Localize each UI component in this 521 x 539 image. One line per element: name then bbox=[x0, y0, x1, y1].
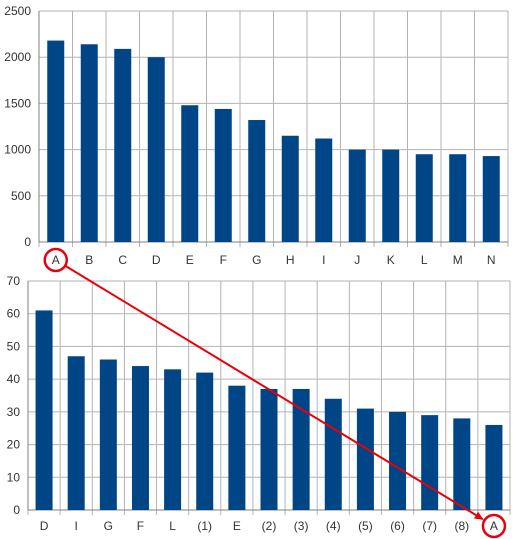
x-tick-label: D bbox=[40, 519, 49, 533]
y-tick-label: 2000 bbox=[4, 50, 31, 64]
x-tick-label: M bbox=[453, 253, 463, 267]
y-tick-label: 0 bbox=[24, 235, 31, 249]
bar-1 bbox=[196, 372, 214, 510]
highlight-circle-bottom bbox=[481, 513, 507, 539]
bar-L bbox=[164, 369, 182, 510]
bar-I bbox=[315, 138, 333, 242]
bar-3 bbox=[292, 388, 310, 510]
y-tick-label: 40 bbox=[7, 372, 21, 386]
bar-2 bbox=[260, 388, 278, 510]
x-tick-label: E bbox=[233, 519, 241, 533]
bar-L bbox=[415, 154, 433, 242]
x-tick-label: K bbox=[387, 253, 395, 267]
bar-D bbox=[35, 310, 53, 510]
bottom-bar-chart: 0 10 20 30 40 50 60 70 D I G F L (1) E (2) (3) (4) (5) (6) (… bbox=[7, 274, 511, 533]
bar-I bbox=[67, 356, 85, 510]
bar-D bbox=[147, 57, 165, 243]
y-tick-label: 60 bbox=[7, 307, 21, 321]
y-tick-label: 10 bbox=[7, 470, 21, 484]
x-tick-label: I bbox=[75, 519, 78, 533]
x-tick-label: (1) bbox=[197, 519, 212, 533]
x-tick-label: N bbox=[487, 253, 496, 267]
bar-5 bbox=[356, 408, 374, 510]
bar-F bbox=[214, 108, 232, 242]
y-tick-label: 70 bbox=[7, 274, 21, 288]
bar-H bbox=[281, 135, 299, 242]
bar-C bbox=[114, 48, 132, 242]
x-tick-label: J bbox=[354, 253, 360, 267]
x-tick-label: A bbox=[490, 519, 498, 533]
x-tick-label: I bbox=[322, 253, 325, 267]
x-tick-label: (5) bbox=[358, 519, 373, 533]
bar-K bbox=[382, 149, 400, 242]
x-tick-label: A bbox=[52, 253, 60, 267]
x-tick-label: (2) bbox=[262, 519, 277, 533]
bar-A bbox=[485, 424, 503, 510]
bar-4 bbox=[324, 398, 342, 510]
bar-6 bbox=[389, 411, 407, 510]
y-tick-label: 0 bbox=[13, 503, 20, 517]
y-tick-label: 1500 bbox=[4, 96, 31, 110]
x-tick-label: B bbox=[85, 253, 93, 267]
x-tick-label: L bbox=[169, 519, 176, 533]
x-tick-label: L bbox=[421, 253, 428, 267]
annotation-overlay bbox=[43, 247, 507, 539]
bar-B bbox=[80, 44, 98, 242]
x-tick-label: G bbox=[252, 253, 261, 267]
x-tick-label: (6) bbox=[390, 519, 405, 533]
x-tick-label: (8) bbox=[454, 519, 469, 533]
x-tick-label: (4) bbox=[326, 519, 341, 533]
bar-7 bbox=[421, 415, 439, 510]
bar-A bbox=[47, 40, 65, 243]
bar-F bbox=[131, 366, 149, 510]
bar-N bbox=[482, 156, 500, 242]
x-tick-label: (7) bbox=[422, 519, 437, 533]
y-tick-label: 30 bbox=[7, 405, 21, 419]
y-tick-label: 1000 bbox=[4, 143, 31, 157]
highlight-circle-top bbox=[43, 247, 68, 273]
y-tick-label: 20 bbox=[7, 438, 21, 452]
bar-M bbox=[449, 154, 467, 242]
y-tick-label: 50 bbox=[7, 339, 21, 353]
bar-G bbox=[248, 120, 266, 242]
x-tick-label: G bbox=[104, 519, 113, 533]
bar-G bbox=[99, 359, 117, 510]
x-tick-label: F bbox=[137, 519, 144, 533]
x-tick-label: F bbox=[220, 253, 227, 267]
x-tick-label: D bbox=[152, 253, 161, 267]
x-tick-label: H bbox=[286, 253, 295, 267]
top-bar-chart: 0 500 1000 1500 2000 2500 A B C D E F G H I J K L M N bbox=[4, 4, 509, 267]
x-tick-label: (3) bbox=[294, 519, 309, 533]
x-tick-label: E bbox=[186, 253, 194, 267]
y-tick-label: 500 bbox=[11, 189, 31, 203]
bar-E bbox=[228, 385, 246, 510]
bar-8 bbox=[453, 418, 471, 510]
y-tick-label: 2500 bbox=[4, 4, 31, 18]
bar-J bbox=[348, 149, 366, 242]
x-tick-label: C bbox=[118, 253, 127, 267]
annotation-arrow bbox=[65, 265, 484, 521]
bar-E bbox=[181, 105, 199, 242]
